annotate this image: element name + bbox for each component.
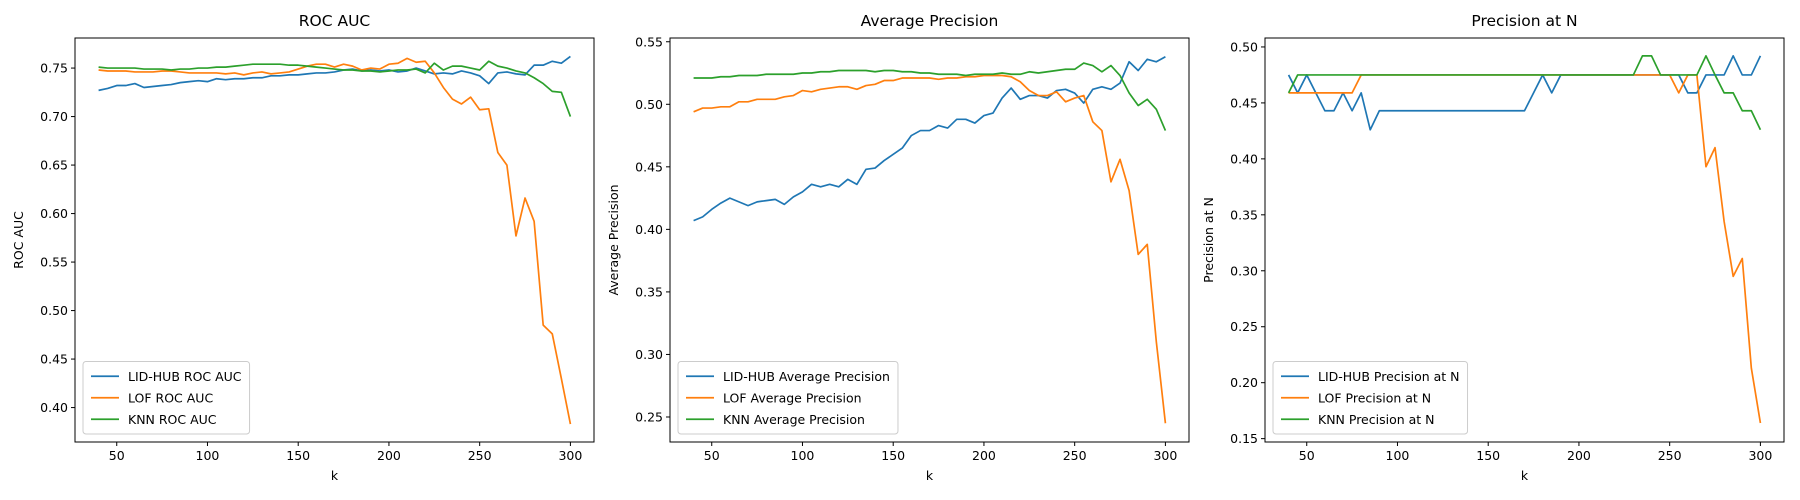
x-tick-label: 100	[1386, 448, 1410, 463]
legend-label: KNN Average Precision	[723, 412, 865, 427]
x-tick-label: 250	[1063, 448, 1087, 463]
x-tick-label: 300	[1748, 448, 1772, 463]
x-axis-label: k	[331, 468, 339, 483]
y-tick-label: 0.30	[1230, 263, 1258, 278]
x-tick-label: 250	[1658, 448, 1682, 463]
y-tick-label: 0.55	[40, 255, 68, 270]
data-line	[98, 55, 571, 92]
data-line	[98, 60, 572, 117]
y-tick-label: 0.70	[40, 109, 68, 124]
x-tick-label: 250	[468, 448, 492, 463]
subplot: ROC AUC k ROC AUC 50 100 150 200 250 300 0.40 0.45…	[11, 12, 595, 483]
y-tick-label: 0.40	[40, 400, 68, 415]
x-tick-label: 200	[377, 448, 401, 463]
legend-label: LID-HUB Average Precision	[723, 369, 890, 384]
legend-box	[677, 361, 899, 435]
x-axis-label: k	[926, 468, 934, 483]
data-line	[1287, 55, 1762, 131]
y-axis-label: ROC AUC	[11, 211, 26, 269]
data-line	[693, 74, 1167, 424]
y-tick-label: 0.40	[1230, 151, 1258, 166]
y-tick-label: 0.45	[40, 352, 68, 367]
x-tick-label: 150	[1476, 448, 1500, 463]
y-tick-label: 0.35	[635, 284, 663, 299]
data-line	[98, 57, 572, 425]
y-tick-label: 0.30	[635, 347, 663, 362]
legend-box	[1272, 361, 1469, 435]
legend-label: LID-HUB ROC AUC	[128, 369, 242, 384]
y-tick-label: 0.25	[635, 409, 663, 424]
y-tick-label: 0.35	[1230, 207, 1258, 222]
y-tick-label: 0.45	[635, 159, 663, 174]
y-tick-label: 0.50	[40, 303, 68, 318]
x-tick-label: 50	[704, 448, 720, 463]
axes-frame	[1264, 37, 1785, 443]
y-axis-label: Average Precision	[606, 184, 621, 295]
axes-frame	[74, 37, 595, 443]
x-tick-label: 300	[558, 448, 582, 463]
legend: LID-HUB ROC AUC LOF ROC AUC KNN ROC AUC	[82, 361, 251, 435]
x-tick-label: 50	[109, 448, 125, 463]
y-tick-label: 0.45	[1230, 95, 1258, 110]
y-tick-label: 0.25	[1230, 319, 1258, 334]
y-tick-label: 0.60	[40, 206, 68, 221]
data-line	[693, 62, 1167, 131]
x-axis-label: k	[1521, 468, 1529, 483]
y-tick-label: 0.20	[1230, 375, 1258, 390]
legend-box	[82, 361, 251, 435]
legend: LID-HUB Average Precision LOF Average Pre…	[677, 361, 899, 435]
legend-label: LID-HUB Precision at N	[1318, 369, 1460, 384]
data-line	[693, 56, 1166, 222]
y-tick-label: 0.40	[635, 222, 663, 237]
x-tick-label: 200	[1567, 448, 1591, 463]
y-tick-label: 0.65	[40, 158, 68, 173]
y-axis-label: Precision at N	[1201, 197, 1216, 283]
x-tick-label: 50	[1299, 448, 1315, 463]
x-tick-label: 100	[791, 448, 815, 463]
y-tick-label: 0.75	[40, 61, 68, 76]
legend-label: KNN ROC AUC	[128, 412, 217, 427]
x-tick-label: 150	[881, 448, 905, 463]
x-tick-label: 100	[196, 448, 220, 463]
x-tick-label: 300	[1153, 448, 1177, 463]
subplot-title: Precision at N	[1471, 12, 1577, 30]
y-tick-label: 0.55	[635, 34, 663, 49]
subplot-title: ROC AUC	[299, 12, 371, 30]
y-tick-label: 0.15	[1230, 431, 1258, 446]
data-line	[1287, 55, 1762, 131]
legend-label: KNN Precision at N	[1318, 412, 1435, 427]
x-tick-label: 150	[286, 448, 310, 463]
subplot-title: Average Precision	[861, 12, 999, 30]
y-tick-label: 0.50	[1230, 39, 1258, 54]
axes-frame	[669, 37, 1190, 443]
legend-label: LOF Precision at N	[1318, 390, 1431, 405]
y-tick-label: 0.50	[635, 97, 663, 112]
subplot: Average Precision k Average Precision 50 100…	[606, 12, 1190, 483]
legend-label: LOF Average Precision	[723, 390, 862, 405]
legend: LID-HUB Precision at N LOF Precision at N…	[1272, 361, 1469, 435]
x-tick-label: 200	[972, 448, 996, 463]
legend-label: LOF ROC AUC	[128, 390, 213, 405]
subplot: Precision at N k Precision at N 50 100 150 200…	[1201, 12, 1785, 483]
